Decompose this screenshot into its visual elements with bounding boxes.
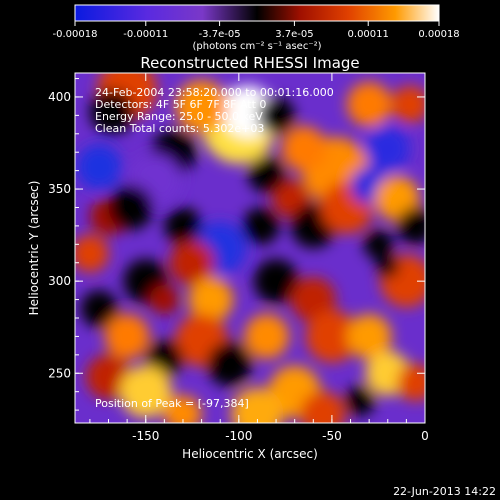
intensity-blob (344, 386, 375, 416)
intensity-blob (363, 229, 394, 260)
y-tick-label: 250 (48, 366, 71, 380)
annotation-counts: Clean Total counts: 5.302e+03 (95, 122, 264, 135)
intensity-blob (104, 314, 150, 359)
intensity-blob (164, 395, 202, 423)
intensity-blob (207, 341, 252, 387)
intensity-blob (376, 255, 399, 278)
intensity-blob (119, 365, 172, 418)
x-tick-label: 0 (421, 429, 429, 443)
x-tick-label: -100 (225, 429, 252, 443)
intensity-blob (365, 126, 411, 171)
intensity-blob (257, 96, 295, 134)
y-tick-label: 350 (48, 182, 71, 196)
x-axis-label: Heliocentric X (arcsec) (182, 447, 318, 461)
intensity-blob (305, 310, 358, 363)
intensity-blob (89, 89, 135, 135)
colorbar-tick-label: 3.7e-05 (275, 29, 313, 40)
intensity-blob (290, 277, 336, 322)
y-axis-ticks: 250 300 350 400 (48, 78, 425, 411)
peak-position-label: Position of Peak = [-97,384] (95, 397, 249, 410)
intensity-blob (164, 207, 202, 245)
intensity-blob (188, 277, 234, 322)
intensity-blob (397, 363, 425, 402)
x-axis-ticks: -150 -100 -50 0 (89, 73, 429, 443)
y-tick-label: 300 (48, 274, 71, 288)
plot-frame (74, 72, 426, 424)
colorbar-tick-label: -3.7e-05 (199, 29, 241, 40)
intensity-blob (272, 179, 310, 217)
annotation-energy: Energy Range: 25.0 - 50.0 keV (95, 110, 263, 123)
intensity-blob (169, 240, 215, 286)
x-tick-label: -50 (322, 429, 342, 443)
intensity-blob (76, 144, 122, 190)
intensity-blob (248, 155, 286, 193)
x-tick-label: -150 (132, 429, 159, 443)
intensity-blob (391, 85, 425, 123)
colorbar-tick-label: -0.00011 (123, 29, 168, 40)
intensity-blob (346, 314, 392, 359)
annotation-detectors: Detectors: 4F 5F 6F 7F 8F Att 0 (95, 98, 266, 111)
chart-title: Reconstructed RHESSI Image (140, 54, 359, 72)
colorbar-unit-label: (photons cm⁻² s⁻¹ asec⁻²) (192, 41, 321, 52)
intensity-blob (281, 126, 327, 171)
colorbar-gradient (74, 4, 440, 22)
y-tick-label: 400 (48, 90, 71, 104)
intensity-blob (175, 80, 228, 133)
intensity-blob (253, 258, 299, 304)
colorbar: -0.00018 -0.00011 -3.7e-05 3.7e-05 0.00011 0.… (53, 4, 460, 52)
intensity-blob (242, 207, 280, 245)
colorbar-tick-label: 0.00011 (348, 29, 389, 40)
colorbar-ticks: -0.00018 -0.00011 -3.7e-05 3.7e-05 0.00011 0.… (53, 21, 460, 40)
y-axis-label: Heliocentric Y (arcsec) (27, 181, 41, 316)
intensity-blob (86, 354, 131, 400)
intensity-blob (300, 391, 345, 423)
intensity-blob (75, 234, 109, 273)
intensity-blob (108, 185, 154, 230)
colorbar-tick-label: 0.00018 (418, 29, 459, 40)
intensity-blob (346, 81, 392, 127)
intensity-blob (80, 290, 118, 328)
footer-date: 22-Jun-2013 14:22 (393, 485, 496, 498)
annotation-time: 24-Feb-2004 23:58:20.000 to 00:01:16.000 (95, 86, 334, 99)
intensity-blob (231, 387, 284, 423)
intensity-blob (244, 314, 290, 359)
intensity-blob (149, 284, 180, 315)
annotation-block: 24-Feb-2004 23:58:20.000 to 00:01:16.000… (95, 86, 334, 410)
colorbar-tick-label: -0.00018 (53, 29, 98, 40)
intensity-blob (397, 207, 425, 245)
heatmap-image (75, 73, 425, 423)
